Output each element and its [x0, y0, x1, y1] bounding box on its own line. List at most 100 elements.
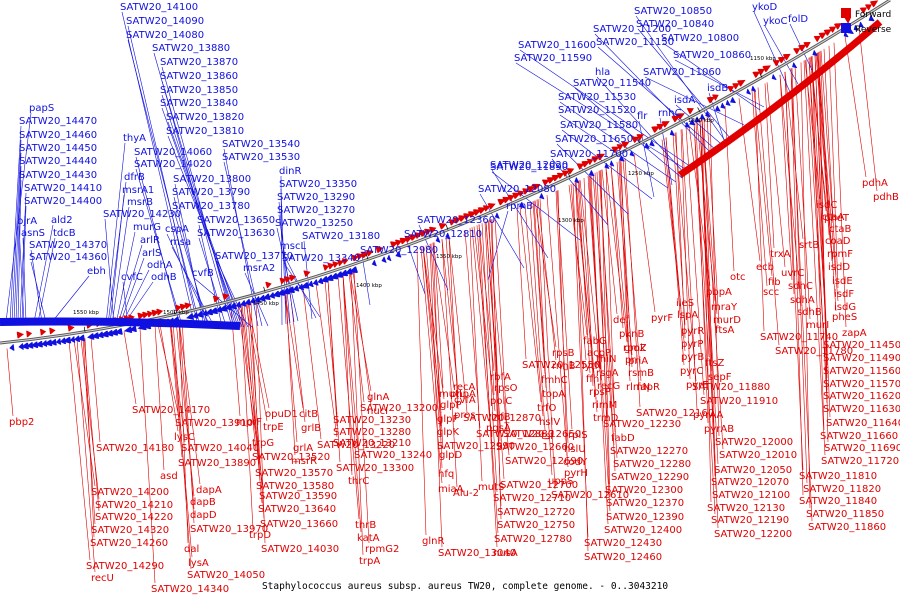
reverse-feature-band — [0, 317, 241, 330]
reverse-feature — [395, 251, 402, 258]
forward-gene-label: rpoZ — [623, 343, 647, 354]
forward-gene-label: fapR — [637, 382, 660, 393]
reverse-legend-swatch — [841, 23, 851, 33]
reverse-feature — [649, 140, 655, 147]
forward-feature — [737, 79, 746, 87]
reverse-feature — [684, 121, 691, 128]
forward-label-leader — [172, 321, 192, 570]
forward-gene-label: SATW20_13210 — [333, 438, 411, 449]
forward-gene-label: SATW20_11810 — [799, 471, 877, 482]
reverse-feature — [435, 236, 441, 243]
reverse-feature — [109, 329, 119, 336]
forward-gene-label: sdhB — [797, 307, 822, 318]
forward-gene-label: isdC — [816, 200, 837, 211]
reverse-feature — [312, 279, 319, 286]
forward-feature — [762, 65, 771, 73]
reverse-label-leader — [161, 66, 235, 328]
reverse-gene-label: SATW20_11060 — [643, 67, 721, 78]
forward-label-leader — [248, 302, 265, 519]
forward-gene-label: SATW20_11660 — [820, 431, 898, 442]
reverse-label-leader — [519, 49, 695, 170]
reverse-feature — [215, 306, 223, 313]
reverse-feature — [229, 302, 237, 310]
reverse-feature — [386, 254, 392, 262]
reverse-gene-label: SATW20_13790 — [172, 187, 250, 198]
reverse-gene-label: asnS — [21, 228, 45, 239]
forward-gene-label: glpD — [439, 450, 462, 461]
reverse-feature — [293, 285, 300, 292]
forward-feature — [631, 136, 640, 143]
forward-label-leader — [620, 160, 631, 382]
reverse-feature — [853, 25, 859, 31]
forward-label-leader — [342, 274, 362, 533]
forward-feature — [222, 293, 230, 300]
forward-label-leader — [247, 303, 270, 409]
forward-label-leader — [353, 271, 370, 544]
forward-label-leader — [245, 303, 268, 422]
reverse-gene-label: SATW20_11590 — [514, 53, 592, 64]
reverse-gene-label: SATW20_13530 — [222, 152, 300, 163]
forward-label-leader — [618, 161, 629, 343]
forward-feature — [429, 226, 437, 234]
forward-feature — [522, 188, 530, 195]
forward-label-leader — [448, 236, 468, 413]
forward-label-leader — [432, 242, 443, 469]
forward-gene-label: priA — [628, 356, 648, 367]
forward-gene-label: SATW20_12050 — [714, 465, 792, 476]
reverse-label-leader — [644, 76, 745, 126]
reverse-gene-label: ykoC — [763, 16, 787, 27]
reverse-gene-label: SATW20_10850 — [634, 6, 712, 17]
forward-feature — [757, 68, 765, 75]
reverse-gene-label: ykoD — [752, 2, 777, 13]
forward-gene-label: citB — [299, 409, 318, 420]
reverse-label-leader — [18, 225, 25, 323]
reverse-feature — [518, 201, 525, 209]
reverse-feature — [196, 311, 204, 318]
forward-feature — [803, 42, 811, 49]
forward-gene-label: lytN — [582, 361, 602, 372]
forward-gene-label: SATW20_12230 — [603, 419, 681, 430]
forward-feature — [212, 295, 220, 303]
forward-gene-label: SATW20_11560 — [823, 366, 900, 377]
reverse-gene-label: SATW20_13840 — [160, 98, 238, 109]
forward-label-leader — [696, 121, 716, 302]
forward-label-leader — [123, 331, 137, 405]
reverse-feature — [258, 294, 266, 302]
forward-feature — [621, 141, 630, 148]
reverse-feature — [225, 303, 232, 311]
reverse-feature — [26, 342, 34, 349]
reverse-feature — [129, 325, 137, 332]
forward-gene-label: nucI — [367, 406, 388, 417]
genome-caption: Staphylococcus aureus subsp. aureus TW20… — [262, 581, 668, 592]
forward-feature — [859, 7, 868, 14]
forward-gene-label: pyrC — [680, 366, 703, 377]
forward-gene-label: cvfA — [454, 395, 476, 406]
forward-feature — [390, 241, 399, 248]
reverse-gene-label: SATW20_14100 — [120, 2, 198, 13]
forward-label-leader — [701, 118, 712, 503]
forward-gene-label: def — [613, 315, 630, 326]
forward-gene-label: SATW20_13280 — [333, 427, 411, 438]
reverse-feature — [30, 341, 39, 348]
reverse-gene-label: SATW20_10800 — [661, 33, 739, 44]
forward-feature — [322, 264, 330, 271]
reverse-feature — [70, 336, 76, 343]
forward-feature — [844, 17, 852, 24]
forward-label-leader — [139, 328, 156, 584]
forward-gene-label: SATW20_12750 — [497, 520, 575, 531]
reverse-feature — [320, 276, 329, 283]
reverse-label-leader — [121, 269, 150, 325]
reverse-label-leader — [117, 244, 143, 325]
forward-gene-label: SATW20_11490 — [823, 353, 900, 364]
forward-gene-label: fabD — [611, 433, 635, 444]
forward-feature — [712, 94, 719, 101]
forward-gene-label: rbfA — [490, 372, 511, 383]
forward-feature — [869, 0, 879, 8]
forward-gene-label: Alu-2 — [453, 488, 479, 499]
reverse-gene-label: cvfB — [192, 268, 214, 279]
reverse-feature — [574, 177, 580, 184]
reverse-label-leader — [515, 62, 691, 173]
forward-gene-label: rpmG2 — [365, 544, 399, 555]
reverse-label-leader — [22, 237, 27, 323]
forward-feature — [147, 310, 154, 318]
